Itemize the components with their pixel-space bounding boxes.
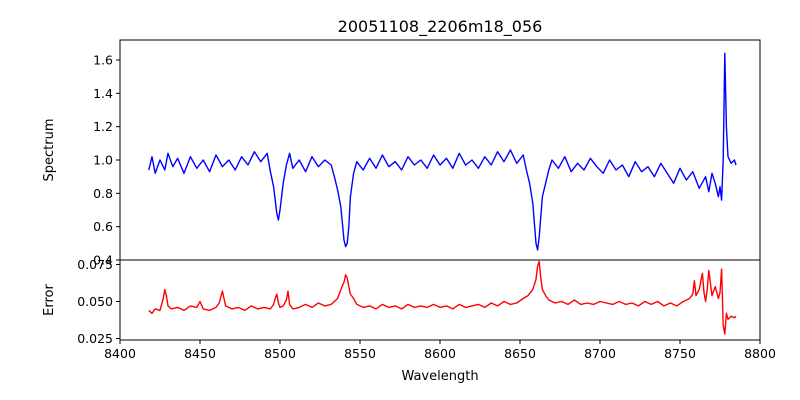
chart-title: 20051108_2206m18_056 — [338, 17, 543, 37]
error-panel: 0.025 0.050 0.075 8400 8450 8500 8550 8600 8650 8… — [42, 257, 776, 384]
error-y-axis-label: Error — [42, 284, 57, 316]
x-tick-label: 8500 — [264, 346, 296, 361]
x-tick-label: 8750 — [664, 346, 696, 361]
error-axes-frame — [119, 259, 761, 341]
x-tick-label: 8400 — [104, 346, 136, 361]
error-series — [148, 260, 737, 335]
spectrum-line-0 — [148, 52, 737, 251]
x-tick-label: 8600 — [424, 346, 456, 361]
x-tick-label: 8800 — [744, 346, 776, 361]
x-tick-label: 8650 — [504, 346, 536, 361]
spectrum-y-tick-label: 1.6 — [93, 53, 113, 68]
x-axis-label: Wavelength — [401, 369, 478, 384]
spectrum-panel: 0.4 0.6 0.8 1.0 1.2 1.4 1.6 Spectrum — [42, 39, 761, 268]
spectrum-y-tick-label: 1.2 — [93, 119, 113, 134]
spectrum-y-tick-label: 0.4 — [93, 253, 113, 268]
spectrum-y-axis-label: Spectrum — [42, 119, 57, 182]
spectrum-series — [148, 52, 737, 251]
x-tick-label: 8700 — [584, 346, 616, 361]
x-tick-label: 8550 — [344, 346, 376, 361]
error-y-tick-label: 0.075 — [77, 257, 113, 272]
spectrum-y-tick-label: 1.4 — [93, 86, 113, 101]
error-y-tick-label: 0.050 — [77, 294, 113, 309]
spectrum-y-ticks: 0.4 0.6 0.8 1.0 1.2 1.4 1.6 — [93, 53, 120, 268]
spectrum-y-tick-label: 0.8 — [93, 186, 113, 201]
error-line-0 — [148, 260, 737, 335]
error-axis-ticks: 0.025 0.050 0.075 8400 8450 8500 8550 8600 8650 8… — [77, 257, 776, 361]
spectrum-y-tick-label: 0.6 — [93, 219, 113, 234]
error-y-tick-label: 0.025 — [77, 331, 113, 346]
spectrum-y-tick-label: 1.0 — [93, 153, 113, 168]
x-tick-label: 8450 — [184, 346, 216, 361]
